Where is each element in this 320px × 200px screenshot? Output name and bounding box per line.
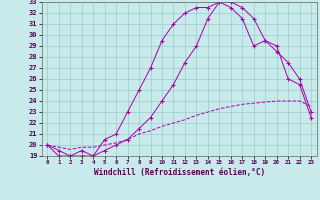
- X-axis label: Windchill (Refroidissement éolien,°C): Windchill (Refroidissement éolien,°C): [94, 168, 265, 177]
